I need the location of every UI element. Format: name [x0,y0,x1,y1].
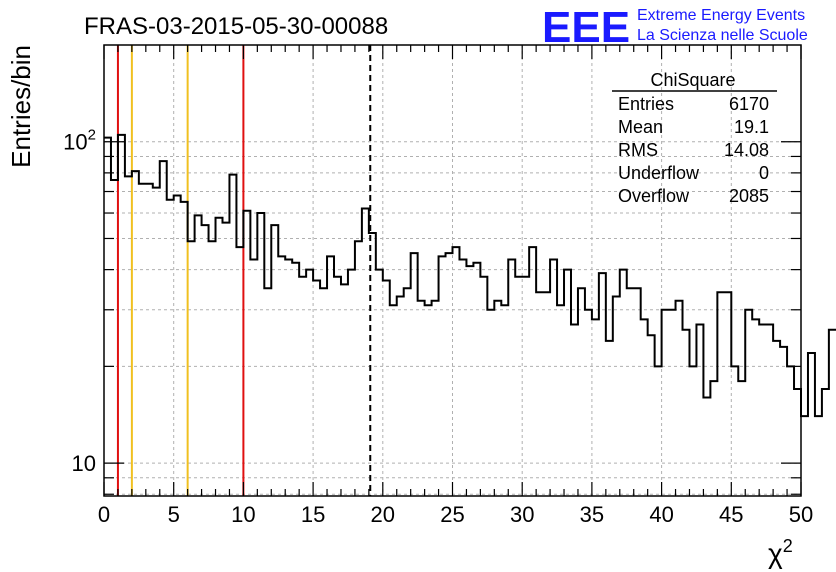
logo-line2: La Scienza nelle Scuole [637,27,808,44]
stats-row-label: Mean [618,117,663,137]
run-title: FRAS-03-2015-05-30-00088 [84,13,388,40]
stats-row-value: 6170 [729,94,769,114]
x-axis-label: χ2 [768,536,793,569]
x-axis-label-base: χ [768,538,783,569]
y-tick-label: 10 [72,451,96,476]
logo-mark: EEE [542,3,630,52]
y-tick-label-base: 10 [72,451,96,476]
stats-row-label: Underflow [618,163,700,183]
stats-title: ChiSquare [650,70,735,90]
histogram-series [104,133,836,418]
x-tick-label: 5 [168,502,180,527]
x-tick-label: 45 [719,502,743,527]
logo-line1: Extreme Energy Events [637,7,805,24]
stats-row-label: Overflow [618,186,690,206]
x-tick-label: 30 [510,502,534,527]
x-tick-label: 0 [98,502,110,527]
stats-row-value: 14.08 [724,140,769,160]
x-tick-label: 20 [371,502,395,527]
marker-lines [116,45,372,496]
stats-row-label: RMS [618,140,658,160]
x-tick-label: 50 [789,502,813,527]
x-tick-label: 15 [301,502,325,527]
stats-row-value: 0 [759,163,769,183]
stats-row-label: Entries [618,94,674,114]
y-axis-label: Entries/bin [6,45,36,168]
stats-rows: Entries 6170 Mean 19.1 RMS 14.08 Underflow 0 Ove… [618,94,769,206]
x-tick-labels: 0 5 10 15 20 25 30 35 40 45 50 [98,502,813,527]
y-tick-label: 102 [63,127,96,155]
y-tick-label-sup: 2 [88,127,96,144]
axis-ticks [103,45,802,496]
x-tick-label: 35 [580,502,604,527]
stats-row-value: 2085 [729,186,769,206]
x-tick-label: 40 [649,502,673,527]
stats-box: ChiSquare Entries 6170 Mean 19.1 RMS 14.08 Und… [612,70,777,206]
grid-lines [104,45,801,496]
x-tick-label: 10 [231,502,255,527]
y-tick-label-base: 10 [63,130,87,155]
x-axis-label-sup: 2 [783,536,793,556]
x-tick-label: 25 [440,502,464,527]
stats-row-value: 19.1 [734,117,769,137]
eee-logo: EEE Extreme Energy Events La Scienza nel… [542,3,808,52]
